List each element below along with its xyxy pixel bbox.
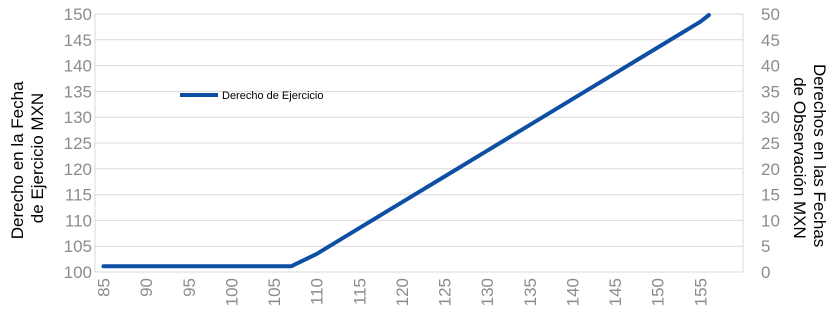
x-tick-label: 85	[95, 278, 114, 297]
right-y-tick-label: 0	[761, 263, 770, 282]
x-tick-label: 120	[393, 278, 412, 306]
x-tick-label: 140	[563, 278, 582, 306]
left-y-tick-label: 135	[64, 82, 92, 101]
right-y-tick-label: 50	[761, 5, 780, 24]
left-y-axis-ticks: 100 105 110 115 120 125 130 135 140 145 150	[64, 5, 92, 282]
right-axis-title: Derechos en las Fechas de Observación MX…	[790, 64, 829, 252]
left-y-tick-label: 115	[65, 186, 92, 205]
x-tick-label: 115	[350, 278, 369, 305]
right-y-axis-ticks: 0 5 10 15 20 25 30 35 40 45 50	[761, 5, 780, 282]
x-axis-ticks: 85 90 95 100 105 110 115 120 125 130 135 140 145 150 1…	[95, 278, 711, 306]
left-axis-title-line-1: Derecho en la Fecha	[8, 81, 27, 239]
left-y-tick-label: 150	[64, 5, 92, 24]
x-tick-label: 155	[691, 278, 710, 306]
right-y-tick-label: 10	[761, 211, 780, 230]
left-axis-title: Derecho en la Fecha de Ejercicio MXN	[8, 77, 47, 240]
right-y-tick-label: 30	[761, 108, 780, 127]
right-y-tick-label: 35	[761, 82, 780, 101]
x-tick-label: 110	[308, 278, 327, 305]
x-tick-label: 130	[478, 278, 497, 306]
series-layer	[101, 13, 711, 269]
left-y-tick-label: 145	[64, 31, 92, 50]
x-tick-label: 125	[436, 278, 455, 306]
right-axis-title-line-2: de Observación MXN	[790, 77, 809, 239]
right-y-tick-label: 15	[761, 186, 780, 205]
legend: Derecho de Ejercicio	[180, 90, 324, 102]
x-tick-label: 145	[606, 278, 625, 306]
x-tick-label: 90	[137, 278, 156, 297]
x-tick-label: 150	[649, 278, 668, 306]
right-y-tick-label: 45	[761, 31, 780, 50]
x-tick-label: 95	[180, 278, 199, 297]
series-line	[101, 13, 711, 269]
right-axis-title-line-1: Derechos en las Fechas	[810, 64, 829, 247]
left-y-tick-label: 105	[64, 237, 92, 256]
x-tick-label: 135	[521, 278, 540, 306]
left-y-tick-label: 110	[65, 211, 92, 230]
left-y-tick-label: 140	[64, 57, 92, 76]
grid-lines	[94, 13, 744, 273]
right-y-tick-label: 5	[761, 237, 770, 256]
right-y-tick-label: 20	[761, 160, 780, 179]
left-y-tick-label: 120	[64, 160, 92, 179]
legend-label: Derecho de Ejercicio	[222, 90, 324, 102]
left-axis-title-line-2: de Ejercicio MXN	[28, 93, 47, 223]
right-y-tick-label: 25	[761, 134, 780, 153]
left-y-tick-label: 130	[64, 108, 92, 127]
x-tick-label: 105	[265, 278, 284, 306]
right-y-tick-label: 40	[761, 57, 780, 76]
left-y-tick-label: 100	[64, 263, 92, 282]
x-tick-label: 100	[222, 278, 241, 306]
left-y-tick-label: 125	[64, 134, 92, 153]
